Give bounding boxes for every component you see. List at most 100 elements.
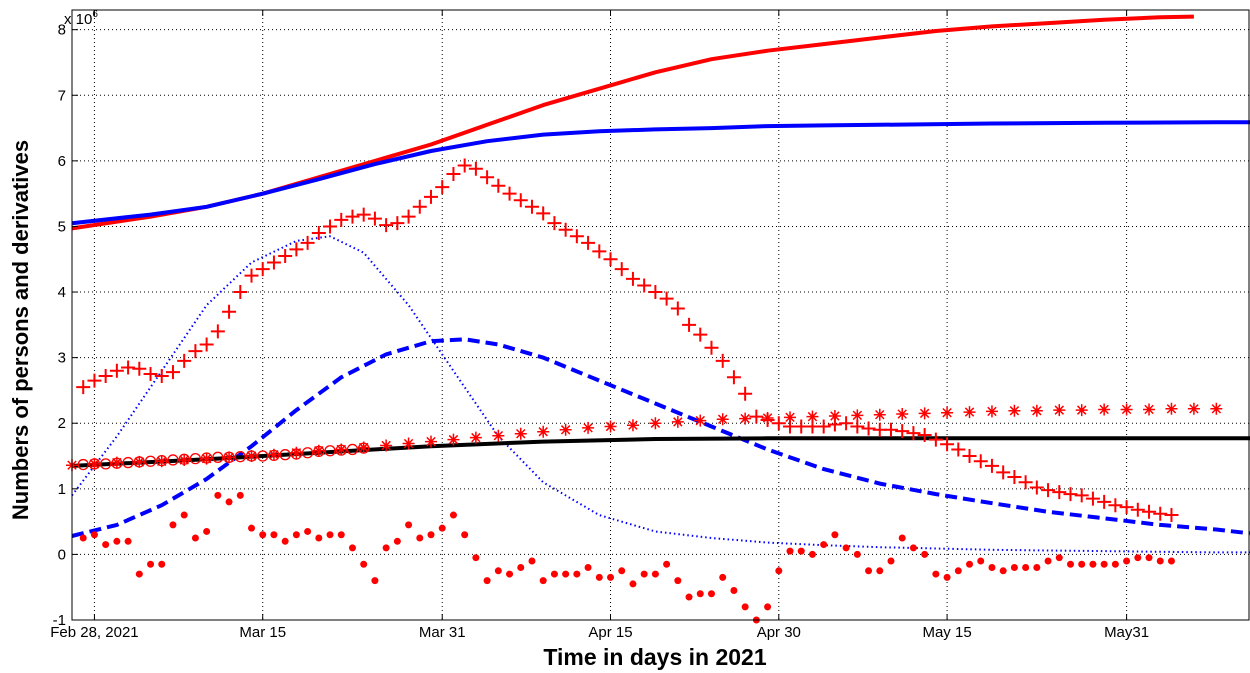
plus-marker [278, 248, 293, 263]
plus-marker [682, 317, 697, 332]
dot-marker [371, 577, 379, 585]
asterisk-marker [335, 443, 348, 456]
dot-marker [550, 570, 558, 578]
dot-marker [169, 521, 177, 529]
dot-marker [764, 603, 772, 611]
plus-marker [435, 180, 450, 195]
plus-marker [367, 211, 382, 226]
plus-marker [1142, 504, 1157, 519]
asterisk-marker [110, 456, 123, 469]
plus-marker [154, 369, 169, 383]
dot-marker [674, 577, 682, 585]
asterisk-marker [963, 406, 976, 419]
dot-marker [416, 534, 424, 542]
dot-marker [1089, 560, 1097, 568]
plus-marker [928, 432, 943, 447]
plus-marker [1052, 485, 1067, 500]
plus-marker [446, 166, 461, 181]
plus-marker [940, 437, 955, 452]
asterisk-marker [694, 414, 707, 427]
dot-marker [337, 531, 345, 539]
plus-marker [76, 380, 91, 395]
plus-marker [401, 209, 416, 224]
asterisk-marker [739, 412, 752, 425]
plus-marker [861, 421, 876, 436]
plus-marker [345, 209, 360, 224]
dot-marker [1100, 560, 1108, 568]
dot-marker [528, 557, 536, 565]
dot-marker [719, 573, 727, 581]
dot-marker [236, 491, 244, 499]
circle-marker [346, 443, 359, 456]
dot-marker [607, 573, 615, 581]
dot-marker [663, 560, 671, 568]
dot-marker [932, 570, 940, 578]
plus-marker [625, 271, 640, 286]
asterisk-marker [896, 408, 909, 421]
plus-marker [547, 216, 562, 231]
plus-marker [132, 361, 147, 376]
series-1-solid-line [71, 120, 1250, 226]
plus-marker [513, 193, 528, 208]
dot-marker [741, 603, 749, 611]
plus-marker [1164, 508, 1179, 523]
dot-marker [943, 573, 951, 581]
plus-marker [895, 424, 910, 439]
dot-marker [102, 541, 110, 549]
plus-marker [491, 178, 506, 193]
plus-marker [300, 235, 315, 250]
asterisk-marker [514, 427, 527, 440]
asterisk-marker [312, 444, 325, 457]
dot-marker [999, 567, 1007, 575]
plus-marker [356, 207, 371, 222]
plus-marker [87, 373, 102, 388]
asterisk-marker [918, 407, 931, 420]
plus-marker [289, 242, 304, 257]
asterisk-marker [200, 452, 213, 465]
plus-marker [210, 324, 225, 339]
plus-marker [1018, 475, 1033, 490]
dot-marker [1111, 560, 1119, 568]
plus-marker [379, 218, 394, 233]
plus-marker [906, 426, 921, 441]
dot-marker [898, 534, 906, 542]
asterisk-marker [267, 448, 280, 461]
plus-marker [1063, 487, 1078, 502]
dot-marker [1066, 560, 1074, 568]
plus-marker [311, 226, 326, 241]
asterisk-marker [402, 437, 415, 450]
asterisk-marker [941, 406, 954, 419]
dot-marker [1033, 564, 1041, 572]
asterisk-marker [604, 420, 617, 433]
circle-marker [257, 450, 269, 462]
dot-marker [348, 544, 356, 552]
plus-marker [962, 449, 977, 464]
asterisk-marker [1210, 402, 1223, 415]
dot-marker [1145, 554, 1153, 562]
dot-marker [147, 560, 155, 568]
dot-marker [225, 498, 233, 506]
y-tick-label: 4 [58, 284, 66, 301]
dot-marker [562, 570, 570, 578]
y-tick-label: 5 [58, 218, 66, 235]
series-7-plus-markers [76, 158, 1179, 523]
asterisk-marker [671, 415, 684, 428]
plus-marker [424, 189, 439, 204]
asterisk-marker [537, 425, 550, 438]
plus-marker [760, 412, 775, 427]
plus-marker [323, 219, 338, 234]
circle-marker [144, 455, 157, 467]
asterisk-marker [559, 423, 572, 436]
y-multiplier-base: x 10 [64, 11, 92, 28]
dot-marker [405, 521, 413, 529]
dot-marker [696, 590, 704, 598]
asterisk-marker [1008, 404, 1021, 417]
plus-marker [109, 363, 124, 378]
dot-marker [618, 567, 626, 575]
dot-marker [797, 547, 805, 555]
dot-marker [90, 531, 98, 539]
asterisk-marker [985, 405, 998, 418]
plus-marker [266, 255, 281, 270]
plus-marker [165, 365, 180, 380]
